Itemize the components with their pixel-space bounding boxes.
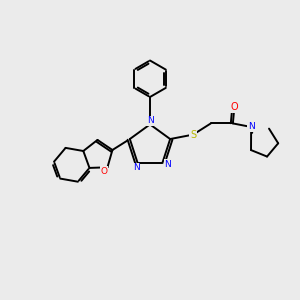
- Text: N: N: [248, 122, 254, 131]
- Text: O: O: [100, 167, 107, 176]
- Text: O: O: [230, 102, 238, 112]
- Text: N: N: [147, 116, 153, 125]
- Text: N: N: [164, 160, 171, 169]
- Text: S: S: [190, 130, 196, 140]
- Text: N: N: [133, 163, 140, 172]
